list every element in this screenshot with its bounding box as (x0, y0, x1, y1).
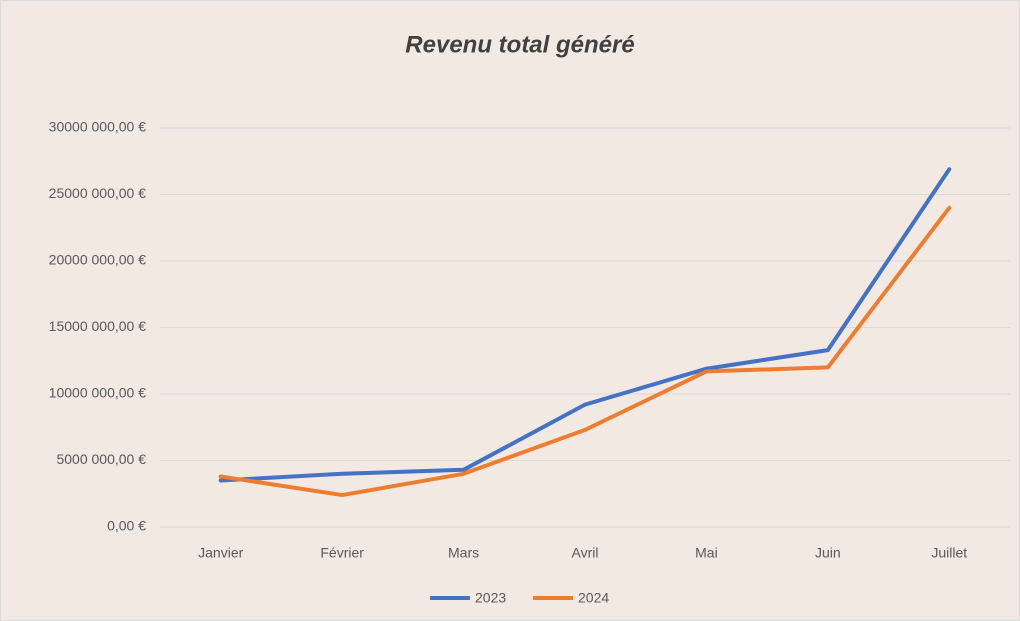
series-line (218, 167, 952, 483)
x-tick-label: Février (320, 545, 364, 561)
legend-label: 2024 (578, 590, 609, 606)
y-tick-label: 10000 000,00 € (49, 385, 147, 401)
x-tick-label: Janvier (198, 545, 243, 561)
x-tick-label: Mai (695, 545, 718, 561)
x-tick-label: Juillet (931, 545, 967, 561)
y-tick-label: 30000 000,00 € (49, 119, 147, 135)
y-tick-label: 20000 000,00 € (49, 252, 147, 268)
x-tick-label: Mars (448, 545, 479, 561)
x-tick-label: Avril (572, 545, 599, 561)
y-tick-label: 5000 000,00 € (56, 451, 146, 467)
legend-label: 2023 (475, 590, 506, 606)
y-tick-label: 15000 000,00 € (49, 318, 147, 334)
y-tick-label: 25000 000,00 € (49, 185, 147, 201)
y-tick-label: 0,00 € (107, 518, 146, 534)
x-tick-label: Juin (815, 545, 841, 561)
chart-title: Revenu total généré (405, 31, 634, 58)
series-line (218, 205, 952, 498)
